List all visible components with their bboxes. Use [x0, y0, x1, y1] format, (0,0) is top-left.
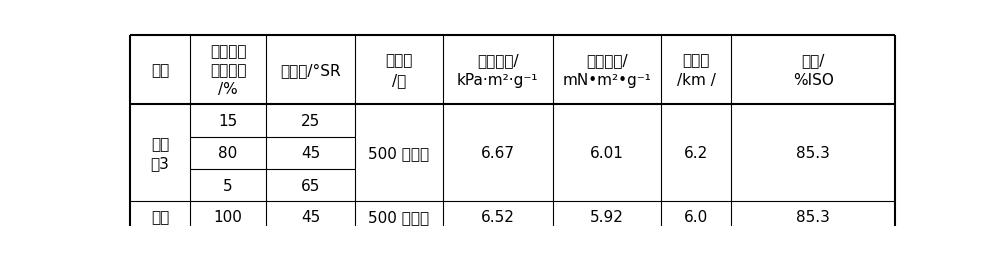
Text: 实施
例3: 实施 例3 — [150, 136, 169, 170]
Text: 6.2: 6.2 — [684, 146, 708, 161]
Text: 500 次以上: 500 次以上 — [368, 209, 430, 224]
Text: 25: 25 — [301, 114, 320, 129]
Text: 65: 65 — [301, 178, 320, 193]
Text: 100: 100 — [214, 209, 243, 224]
Text: 纤维原料
混合比例
/%: 纤维原料 混合比例 /% — [210, 44, 246, 97]
Text: 耐破指数/
kPa·m²·g⁻¹: 耐破指数/ kPa·m²·g⁻¹ — [457, 53, 539, 87]
Text: 常规: 常规 — [151, 209, 169, 224]
Text: 5.92: 5.92 — [590, 209, 624, 224]
Text: 打浆度/°SR: 打浆度/°SR — [280, 63, 341, 78]
Text: 6.67: 6.67 — [481, 146, 515, 161]
Text: 5: 5 — [223, 178, 233, 193]
Text: 85.3: 85.3 — [796, 146, 830, 161]
Text: 500 次以上: 500 次以上 — [368, 146, 430, 161]
Text: 撕裂指数/
mN•m²•g⁻¹: 撕裂指数/ mN•m²•g⁻¹ — [563, 53, 651, 87]
Text: 裂断长
/km /: 裂断长 /km / — [677, 53, 716, 87]
Text: 85.3: 85.3 — [796, 209, 830, 224]
Text: 耐折度
/次: 耐折度 /次 — [385, 53, 413, 87]
Text: 6.52: 6.52 — [481, 209, 515, 224]
Text: 6.0: 6.0 — [684, 209, 708, 224]
Text: 实例: 实例 — [151, 63, 169, 78]
Text: 45: 45 — [301, 209, 320, 224]
Text: 白度/
%ISO: 白度/ %ISO — [793, 53, 834, 87]
Text: 15: 15 — [218, 114, 238, 129]
Text: 6.01: 6.01 — [590, 146, 624, 161]
Text: 80: 80 — [218, 146, 238, 161]
Text: 45: 45 — [301, 146, 320, 161]
